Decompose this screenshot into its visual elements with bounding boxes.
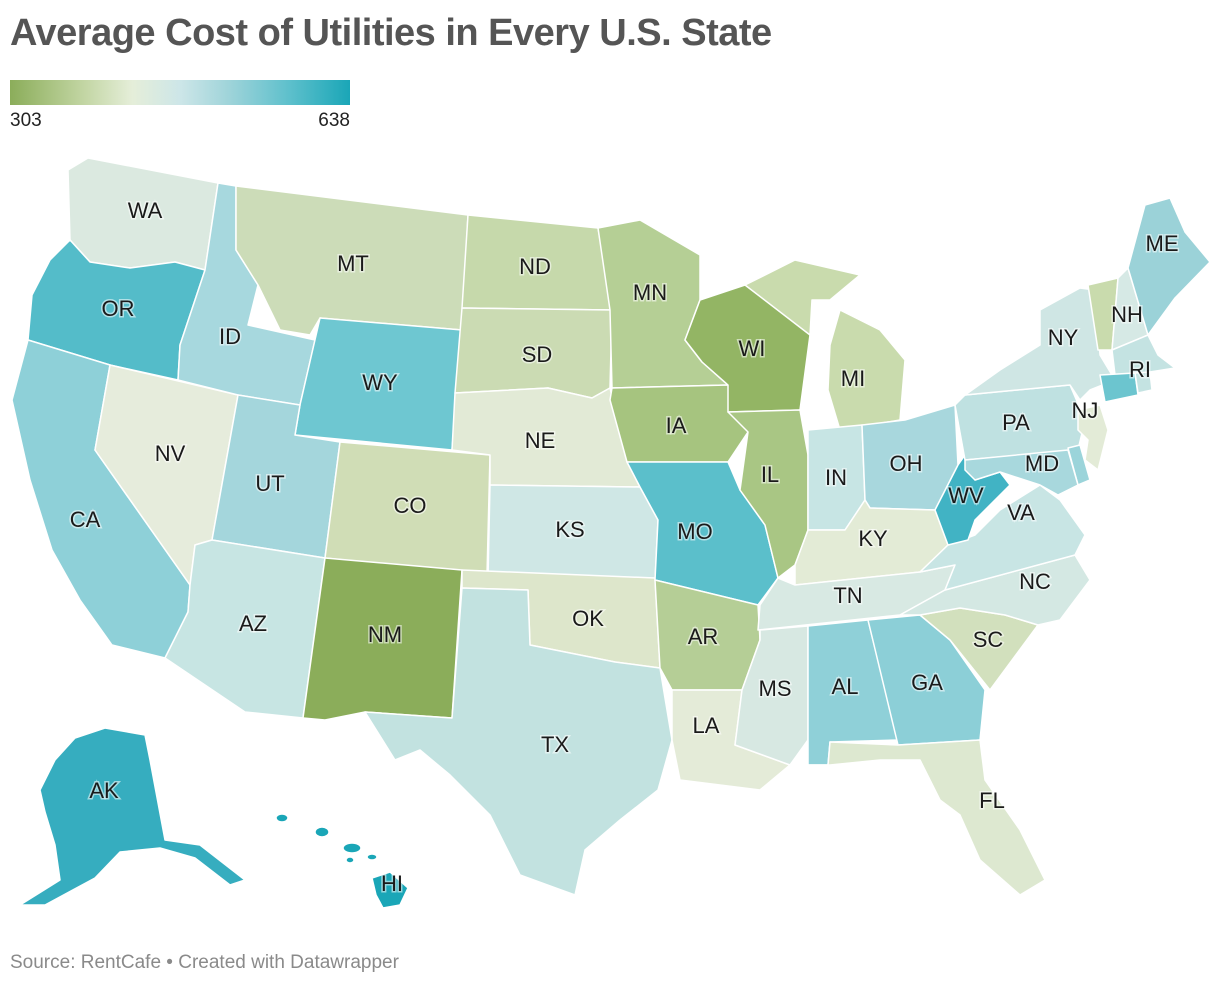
state-label-tn: TN: [833, 583, 862, 608]
state-label-ri: RI: [1129, 357, 1151, 382]
map-title: Average Cost of Utilities in Every U.S. …: [10, 12, 772, 54]
state-tx[interactable]: [364, 587, 673, 896]
state-label-ok: OK: [572, 606, 604, 631]
state-fl[interactable]: [807, 739, 1046, 896]
state-il[interactable]: [727, 409, 809, 579]
state-label-mt: MT: [337, 251, 369, 276]
state-label-sd: SD: [522, 342, 553, 367]
state-label-nj: NJ: [1072, 398, 1099, 423]
state-label-ak: AK: [89, 778, 119, 803]
state-wv[interactable]: [934, 454, 1011, 546]
state-label-ga: GA: [911, 670, 943, 695]
state-label-wa: WA: [128, 198, 163, 223]
state-label-nv: NV: [155, 441, 186, 466]
state-label-mn: MN: [633, 280, 667, 305]
state-label-ks: KS: [555, 517, 584, 542]
state-ct[interactable]: [1099, 372, 1139, 403]
state-label-az: AZ: [239, 611, 267, 636]
state-md[interactable]: [964, 449, 1079, 496]
state-label-ar: AR: [688, 624, 719, 649]
state-label-nm: NM: [368, 622, 402, 647]
state-label-nc: NC: [1019, 569, 1051, 594]
state-label-or: OR: [102, 296, 135, 321]
us-choropleth-map: WA OR CA NV ID MT WY UT AZ CO NM ND SD NE KS OK TX MN IA MO…: [11, 157, 1211, 909]
state-ak[interactable]: [19, 727, 246, 906]
state-label-ny: NY: [1048, 325, 1079, 350]
state-nj[interactable]: [1077, 404, 1109, 471]
legend-max-value: 638: [318, 110, 350, 131]
state-label-tx: TX: [541, 732, 569, 757]
state-label-hi: HI: [381, 871, 403, 896]
state-label-in: IN: [825, 465, 847, 490]
color-scale-legend: [10, 80, 350, 105]
state-label-wy: WY: [362, 370, 398, 395]
state-label-sc: SC: [973, 627, 1004, 652]
state-label-la: LA: [693, 713, 720, 738]
source-credit: Source: RentCafe • Created with Datawrap…: [10, 952, 399, 973]
state-label-ut: UT: [255, 471, 284, 496]
state-label-il: IL: [761, 462, 779, 487]
state-wy[interactable]: [294, 317, 463, 451]
state-label-ne: NE: [525, 428, 556, 453]
state-label-al: AL: [832, 674, 859, 699]
state-label-fl: FL: [979, 788, 1005, 813]
state-me[interactable]: [1127, 197, 1211, 336]
legend-min-value: 303: [10, 110, 42, 131]
state-ri[interactable]: [1134, 371, 1153, 394]
state-label-ms: MS: [759, 676, 792, 701]
state-label-ca: CA: [70, 507, 101, 532]
state-label-nh: NH: [1111, 302, 1143, 327]
state-label-mo: MO: [677, 519, 712, 544]
state-label-mi: MI: [841, 366, 865, 391]
state-labels: WA OR CA NV ID MT WY UT AZ CO NM ND SD NE KS OK TX MN IA MO…: [68, 196, 1180, 897]
state-label-me: ME: [1146, 231, 1179, 256]
state-mo[interactable]: [626, 461, 779, 606]
state-label-nd: ND: [519, 254, 551, 279]
state-label-co: CO: [394, 493, 427, 518]
state-label-wi: WI: [739, 336, 766, 361]
state-label-va: VA: [1007, 500, 1035, 525]
state-label-ia: IA: [666, 413, 687, 438]
state-label-id: ID: [219, 324, 241, 349]
state-label-md: MD: [1025, 451, 1059, 476]
state-label-ky: KY: [858, 526, 888, 551]
state-label-pa: PA: [1002, 410, 1030, 435]
state-label-wv: WV: [948, 483, 984, 508]
state-label-oh: OH: [890, 451, 923, 476]
state-hi[interactable]: [275, 813, 409, 909]
